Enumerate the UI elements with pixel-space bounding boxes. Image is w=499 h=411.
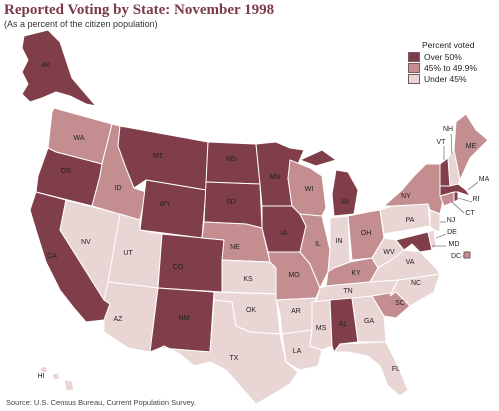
state-PA (379, 203, 431, 235)
svg-text:IL: IL (315, 241, 321, 248)
svg-text:SD: SD (226, 199, 236, 206)
svg-text:AL: AL (339, 321, 348, 328)
legend-label-low: Under 45% (424, 73, 467, 84)
state-ND (205, 141, 261, 185)
svg-text:MO: MO (288, 272, 300, 279)
legend: Percent voted Over 50% 45% to 49.9% Unde… (408, 40, 477, 84)
svg-text:OK: OK (246, 307, 256, 314)
state-AR (275, 297, 317, 335)
legend-item-mid: 45% to 49.9% (408, 62, 477, 73)
state-ME (453, 113, 489, 181)
svg-text:VA: VA (406, 259, 415, 266)
svg-text:MS: MS (316, 325, 327, 332)
legend-swatch-high (408, 51, 420, 62)
svg-text:NC: NC (411, 280, 421, 287)
state-GA (351, 295, 387, 343)
svg-text:CA: CA (47, 253, 57, 260)
svg-text:PA: PA (406, 217, 415, 224)
svg-text:MN: MN (270, 174, 281, 181)
state-WY (139, 179, 207, 239)
svg-text:WI: WI (305, 186, 314, 193)
svg-text:LA: LA (293, 348, 302, 355)
map-title: Reported Voting by State: November 1998 (4, 2, 275, 18)
svg-text:AK: AK (41, 62, 51, 69)
svg-text:FL: FL (392, 366, 400, 373)
svg-text:SC: SC (395, 300, 405, 307)
svg-text:NH: NH (443, 126, 453, 133)
legend-label-mid: 45% to 49.9% (424, 62, 477, 73)
state-FL (333, 341, 409, 397)
svg-text:KY: KY (351, 270, 361, 277)
svg-text:CT: CT (465, 210, 475, 217)
svg-text:NV: NV (81, 239, 91, 246)
legend-title: Percent voted (422, 40, 475, 50)
svg-text:WV: WV (383, 249, 395, 256)
svg-text:UT: UT (123, 250, 133, 257)
svg-text:MD: MD (449, 241, 460, 248)
state-RI (453, 191, 459, 203)
map-subtitle: (As a percent of the citizen population) (4, 19, 158, 29)
svg-text:DC: DC (451, 253, 461, 260)
legend-swatch-low (408, 73, 420, 84)
svg-text:AR: AR (291, 308, 301, 315)
legend-item-high: Over 50% (408, 51, 477, 62)
state-AK (21, 29, 97, 107)
state-CO (157, 233, 225, 293)
svg-text:VT: VT (437, 139, 447, 146)
svg-text:ME: ME (466, 143, 477, 150)
svg-text:HI: HI (38, 373, 45, 380)
state-MI (299, 149, 359, 217)
svg-text:MI: MI (341, 199, 349, 206)
svg-text:IN: IN (336, 238, 343, 245)
svg-text:ID: ID (115, 185, 122, 192)
svg-text:IA: IA (281, 230, 288, 237)
svg-text:MT: MT (153, 153, 164, 160)
source-note: Source: U.S. Census Bureau, Current Popu… (6, 398, 196, 407)
svg-text:RI: RI (473, 196, 480, 203)
svg-text:WY: WY (159, 201, 171, 208)
state-NH (447, 149, 461, 187)
svg-text:NM: NM (179, 315, 190, 322)
svg-text:OR: OR (61, 168, 72, 175)
svg-text:AZ: AZ (114, 316, 124, 323)
svg-text:CO: CO (173, 264, 184, 271)
svg-text:GA: GA (364, 318, 374, 325)
svg-text:ND: ND (226, 156, 236, 163)
state-DC (463, 251, 471, 259)
state-TX (159, 299, 299, 405)
svg-text:TN: TN (343, 288, 352, 295)
svg-text:NJ: NJ (447, 217, 456, 224)
state-NJ (429, 209, 441, 233)
legend-label-high: Over 50% (424, 51, 462, 62)
svg-text:DE: DE (447, 229, 457, 236)
legend-swatch-mid (408, 62, 420, 73)
svg-text:KS: KS (243, 276, 253, 283)
legend-item-low: Under 45% (408, 73, 477, 84)
svg-text:TX: TX (230, 355, 239, 362)
state-HI (39, 365, 75, 392)
svg-text:WA: WA (73, 135, 84, 142)
svg-text:NY: NY (401, 193, 411, 200)
svg-text:MA: MA (479, 176, 490, 183)
svg-text:NE: NE (230, 244, 240, 251)
state-MA (439, 183, 471, 197)
state-AZ (103, 281, 159, 353)
svg-text:OH: OH (361, 230, 372, 237)
